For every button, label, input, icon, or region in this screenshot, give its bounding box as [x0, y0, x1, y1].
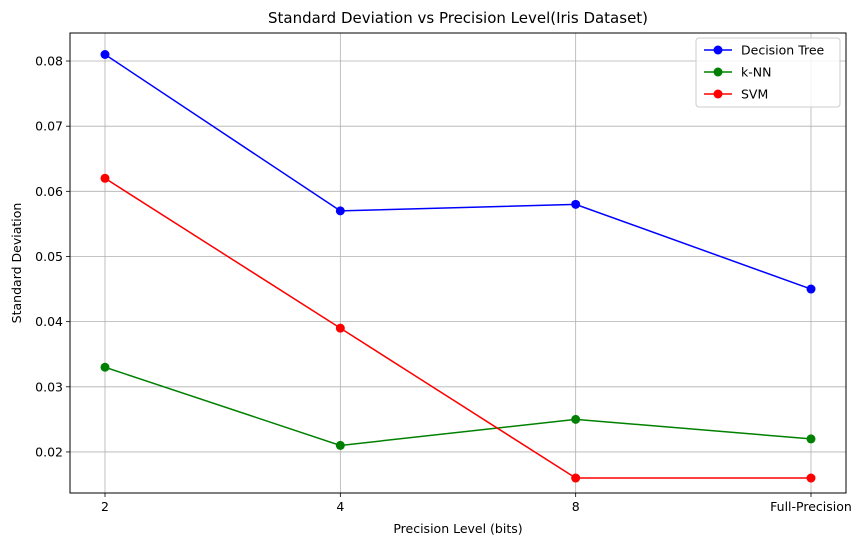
- data-point: [335, 440, 345, 450]
- legend-swatch-marker: [713, 45, 723, 55]
- x-tick-label: 4: [336, 499, 344, 514]
- legend-item: k-NN: [704, 65, 771, 80]
- data-point: [100, 50, 110, 60]
- chart-title: Standard Deviation vs Precision Level(Ir…: [268, 9, 648, 27]
- data-point: [571, 199, 581, 209]
- series-line: [104, 53, 812, 290]
- data-point: [571, 473, 581, 483]
- data-point: [335, 323, 345, 333]
- series-line: [104, 177, 811, 479]
- y-axis-label: Standard Deviation: [9, 203, 24, 324]
- x-tick-label: 8: [572, 499, 580, 514]
- y-tick-label: 0.05: [35, 249, 63, 264]
- data-point: [100, 173, 110, 183]
- x-tick-label: 2: [101, 499, 109, 514]
- series-layer: [100, 50, 816, 483]
- y-tick-label: 0.04: [35, 314, 63, 329]
- data-point: [806, 434, 816, 444]
- legend-box: [695, 37, 841, 108]
- x-axis: 2 4 8 Full-Precision: [101, 493, 852, 514]
- legend-swatch-marker: [713, 67, 723, 77]
- legend-item: Decision Tree: [704, 43, 825, 58]
- data-point: [571, 414, 581, 424]
- legend-label: Decision Tree: [741, 43, 825, 58]
- grid: [70, 33, 846, 493]
- legend: Decision Tree k-NN SVM: [695, 37, 841, 108]
- legend-swatch-marker: [713, 89, 723, 99]
- y-tick-label: 0.06: [35, 184, 63, 199]
- data-point: [335, 206, 345, 216]
- y-tick-label: 0.02: [35, 444, 63, 459]
- data-point: [806, 284, 816, 294]
- series-3: [100, 173, 816, 483]
- data-point: [806, 473, 816, 483]
- series-2: [100, 362, 816, 450]
- y-axis: 0.02 0.03 0.04 0.05 0.06 0.07 0.08: [35, 54, 70, 459]
- y-tick-label: 0.07: [35, 119, 63, 134]
- series-line: [104, 366, 812, 447]
- series-1: [100, 50, 816, 294]
- x-axis-label: Precision Level (bits): [393, 521, 522, 536]
- y-tick-label: 0.08: [35, 54, 63, 69]
- x-tick-label: Full-Precision: [770, 499, 852, 514]
- plot-frame: [69, 32, 847, 494]
- data-point: [100, 362, 110, 372]
- legend-item: SVM: [704, 87, 768, 102]
- legend-label: k-NN: [741, 65, 771, 80]
- legend-label: SVM: [741, 87, 768, 102]
- y-tick-label: 0.03: [35, 379, 63, 394]
